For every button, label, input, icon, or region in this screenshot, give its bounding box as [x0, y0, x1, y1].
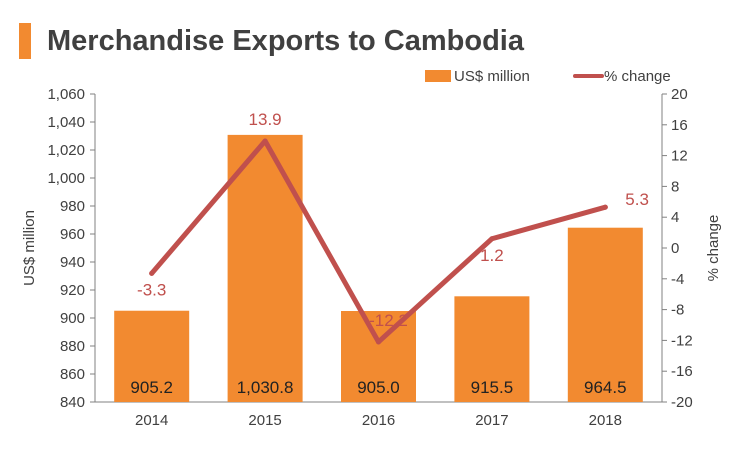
right-tick-label: 16: [671, 117, 688, 134]
data-labels: 905.2 1,030.8 905.0 915.5 964.5 -3.3 13.9 -12.2…: [130, 110, 649, 397]
left-tick-label: 960: [60, 226, 85, 243]
left-tick-label: 1,020: [47, 142, 85, 159]
right-tick-label: -20: [671, 394, 693, 411]
right-tick-label: 4: [671, 209, 679, 226]
left-tick-label: 880: [60, 338, 85, 355]
right-tick-label: -8: [671, 302, 684, 319]
line-point: [262, 138, 268, 144]
left-tick-label: 980: [60, 198, 85, 215]
line-value-label: 5.3: [625, 190, 649, 209]
line-point: [602, 204, 608, 210]
line-value-label: -12.2: [369, 311, 408, 330]
bar: [227, 134, 303, 402]
x-tick-label: 2017: [475, 412, 508, 429]
left-tick-label: 900: [60, 310, 85, 327]
line-point: [376, 339, 381, 345]
line-value-label: 13.9: [249, 110, 282, 129]
line-value-label: -3.3: [137, 280, 166, 299]
right-tick-label: -12: [671, 332, 693, 349]
left-tick-label: 1,060: [47, 86, 85, 103]
bar-value-label: 964.5: [584, 378, 627, 397]
left-tick-label: 920: [60, 282, 85, 299]
left-tick-label: 1,040: [47, 114, 85, 131]
right-tick-label: -4: [671, 271, 684, 288]
bar: [114, 310, 190, 402]
line-series: [149, 138, 608, 345]
left-tick-label: 1,000: [47, 170, 85, 187]
left-tick-label: 940: [60, 254, 85, 271]
y-axis-title: US$ million: [21, 210, 38, 286]
bar: [341, 311, 416, 402]
bar-value-label: 905.0: [357, 378, 400, 397]
line-point: [489, 236, 495, 242]
line-value-label: 1.2: [480, 246, 504, 265]
bar: [454, 296, 530, 402]
bars: [114, 134, 643, 402]
chart-title: Merchandise Exports to Cambodia: [47, 25, 524, 57]
x-tick-label: 2014: [135, 412, 168, 429]
bar-value-label: 915.5: [471, 378, 514, 397]
axes: 8408608809009209409609801,0001,0201,0401…: [21, 86, 722, 429]
right-tick-label: 0: [671, 240, 679, 257]
bar: [567, 227, 643, 402]
legend-line-label: % change: [604, 68, 671, 85]
right-tick-label: 8: [671, 178, 679, 195]
left-tick-label: 840: [60, 394, 85, 411]
left-tick-label: 860: [60, 366, 85, 383]
x-tick-label: 2018: [589, 412, 622, 429]
right-tick-label: 12: [671, 148, 688, 165]
line-point: [149, 270, 155, 276]
x-tick-label: 2016: [362, 412, 395, 429]
y-axis-right-title: % change: [705, 215, 722, 282]
right-tick-label: 20: [671, 86, 688, 103]
legend: US$ million % change: [425, 68, 671, 85]
bar-value-label: 905.2: [130, 378, 173, 397]
legend-bar-label: US$ million: [454, 68, 530, 85]
x-tick-label: 2015: [248, 412, 281, 429]
title-accent-bar: [19, 23, 31, 59]
bar-value-label: 1,030.8: [237, 378, 294, 397]
right-tick-label: -16: [671, 363, 693, 380]
legend-bar-swatch: [425, 70, 451, 82]
